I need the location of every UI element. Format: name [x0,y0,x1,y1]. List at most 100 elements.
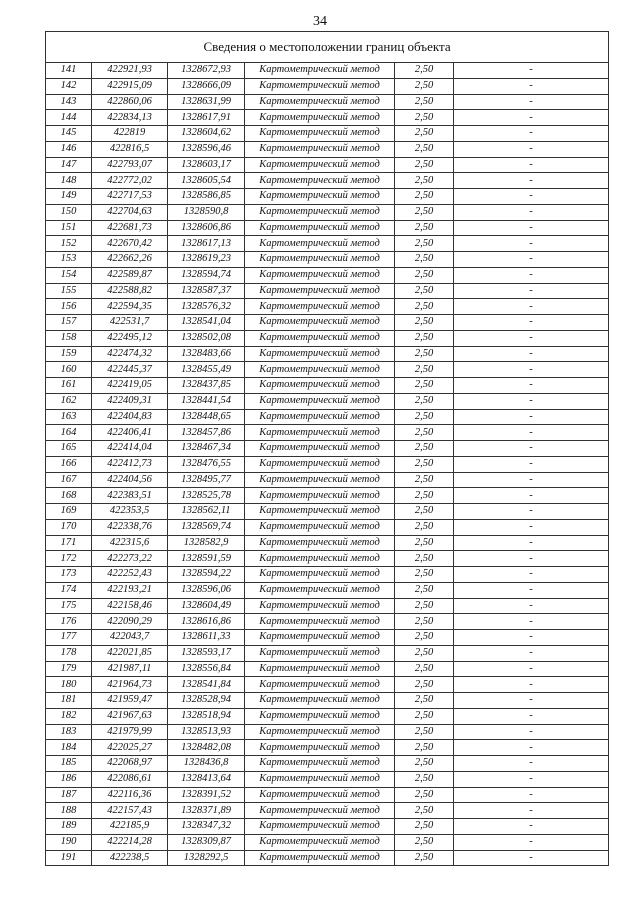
coordinate-y: 1328525,78 [167,487,245,504]
table-row: 144 422834,13 1328617,91 Картометрический м… [45,109,610,126]
point-number: 173 [45,566,92,583]
coordinate-y: 1328502,08 [167,329,245,347]
note: - [452,471,610,489]
coordinate-x: 422404,83 [91,408,168,426]
accuracy: 2,50 [394,849,454,867]
accuracy: 2,50 [394,140,454,158]
coordinate-y: 1328617,13 [167,235,245,252]
note: - [452,188,610,205]
table-row: 179 421987,11 1328556,84 Картометрический м… [45,660,610,678]
point-number: 146 [45,140,92,158]
coordinate-y: 1328604,49 [167,597,245,615]
coordinate-y: 1328309,87 [167,833,245,851]
accuracy: 2,50 [394,424,454,441]
table-row: 170 422338,76 1328569,74 Картометрический м… [45,518,610,536]
coordinate-y: 1328593,17 [167,644,245,662]
coordinate-x: 422116,36 [91,786,168,804]
note: - [452,849,610,867]
coordinate-y: 1328616,86 [167,613,245,630]
note: - [452,676,610,693]
coordinate-x: 422090,29 [91,613,168,630]
coordinate-x: 422412,73 [91,455,168,473]
point-number: 189 [45,818,92,835]
table-row: 143 422860,06 1328631,99 Картометрический м… [45,93,610,111]
coordinate-y: 1328586,85 [167,188,245,205]
coordinate-x: 422772,02 [91,172,168,189]
table-row: 185 422068,97 1328436,8 Картометрический ме… [45,755,610,772]
method: Картометрический метод [244,235,395,252]
point-number: 160 [45,361,92,378]
method: Картометрический метод [244,125,395,142]
accuracy: 2,50 [394,329,454,347]
coordinate-x: 421979,99 [91,723,168,741]
coordinate-x: 422025,27 [91,739,168,756]
point-number: 141 [45,62,92,79]
point-number: 143 [45,93,92,111]
coordinate-x: 422531,7 [91,314,168,331]
coordinate-y: 1328495,77 [167,471,245,489]
point-number: 152 [45,235,92,252]
accuracy: 2,50 [394,188,454,205]
table-row: 161 422419,05 1328437,85 Картометрический м… [45,377,610,394]
point-number: 166 [45,455,92,473]
method: Картометрический метод [244,723,395,741]
note: - [452,251,610,268]
method: Картометрический метод [244,203,395,221]
accuracy: 2,50 [394,676,454,693]
coordinate-x: 422406,41 [91,424,168,441]
note: - [452,692,610,709]
table-row: 165 422414,04 1328467,34 Картометрический м… [45,440,610,457]
coordinate-y: 1328605,54 [167,172,245,189]
coordinate-x: 422021,85 [91,644,168,662]
coordinate-x: 422915,09 [91,77,168,95]
method: Картометрический метод [244,140,395,158]
note: - [452,219,610,237]
coordinate-x: 422409,31 [91,392,168,410]
coordinate-y: 1328603,17 [167,156,245,174]
method: Картометрический метод [244,566,395,583]
coordinate-y: 1328437,85 [167,377,245,394]
method: Картометрический метод [244,471,395,489]
method: Картометрический метод [244,802,395,819]
method: Картометрический метод [244,62,395,79]
coordinate-y: 1328556,84 [167,660,245,678]
table-row: 187 422116,36 1328391,52 Картометрический м… [45,786,610,804]
coordinate-y: 1328582,9 [167,534,245,552]
method: Картометрический метод [244,818,395,835]
note: - [452,125,610,142]
note: - [452,203,610,221]
table-row: 180 421964,73 1328541,84 Картометрический м… [45,676,610,693]
method: Картометрический метод [244,518,395,536]
note: - [452,644,610,662]
table-row: 174 422193,21 1328596,06 Картометрический м… [45,581,610,599]
accuracy: 2,50 [394,377,454,394]
coordinate-x: 422681,73 [91,219,168,237]
point-number: 188 [45,802,92,819]
accuracy: 2,50 [394,707,454,725]
method: Картометрический метод [244,707,395,725]
coordinate-y: 1328413,64 [167,770,245,788]
accuracy: 2,50 [394,251,454,268]
accuracy: 2,50 [394,613,454,630]
method: Картометрический метод [244,755,395,772]
table-row: 157 422531,7 1328541,04 Картометрический ме… [45,314,610,331]
coordinate-x: 422589,87 [91,266,168,284]
method: Картометрический метод [244,219,395,237]
table-row: 155 422588,82 1328587,37 Картометрический м… [45,282,610,300]
accuracy: 2,50 [394,203,454,221]
point-number: 182 [45,707,92,725]
coordinate-y: 1328541,84 [167,676,245,693]
note: - [452,550,610,567]
method: Картометрический метод [244,266,395,284]
note: - [452,770,610,788]
coordinate-y: 1328569,74 [167,518,245,536]
accuracy: 2,50 [394,802,454,819]
accuracy: 2,50 [394,282,454,300]
accuracy: 2,50 [394,408,454,426]
accuracy: 2,50 [394,644,454,662]
coordinate-y: 1328587,37 [167,282,245,300]
method: Картометрический метод [244,455,395,473]
method: Картометрический метод [244,392,395,410]
table-row: 169 422353,5 1328562,11 Картометрический ме… [45,503,610,520]
coordinate-y: 1328482,08 [167,739,245,756]
